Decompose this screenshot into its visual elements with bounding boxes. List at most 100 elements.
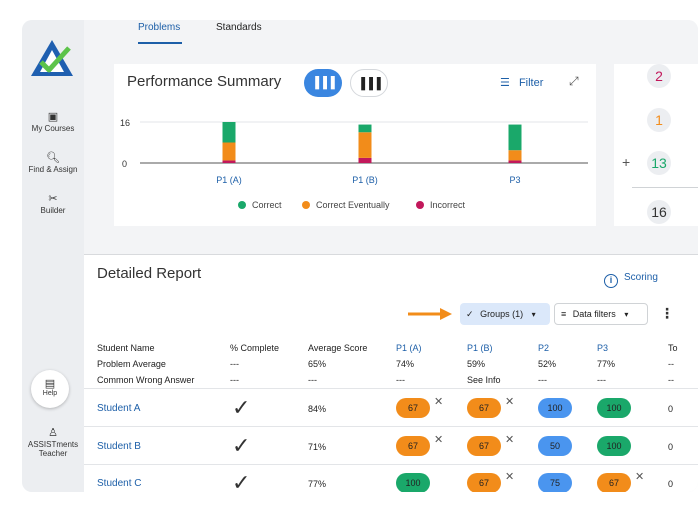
- complete-check-icon: ✓: [232, 433, 251, 458]
- complete-check-icon: ✓: [232, 395, 251, 420]
- score-pill[interactable]: 75: [538, 473, 572, 492]
- incorrect-count: 2: [647, 64, 671, 88]
- sidebar-item-builder[interactable]: ✂ Builder: [22, 192, 84, 215]
- y-tick-label: 0: [122, 159, 127, 169]
- report-tabs: Problems Standards: [84, 20, 698, 46]
- tab-standards[interactable]: Standards: [216, 22, 262, 33]
- student-average: 71%: [308, 442, 327, 452]
- header-p2[interactable]: P2: [538, 343, 550, 353]
- caret-down-icon: ▾: [531, 310, 536, 319]
- assistments-logo[interactable]: [29, 38, 75, 78]
- wrong-x-icon: ✕: [505, 471, 515, 483]
- x-tick-label: P3: [509, 175, 520, 185]
- score-pill[interactable]: 100: [597, 436, 631, 456]
- bar-segment-incorrect[interactable]: [508, 160, 522, 163]
- more-options-icon[interactable]: ⋮: [660, 305, 674, 321]
- bar-segment-correct[interactable]: [222, 122, 236, 143]
- score-pill[interactable]: 67: [396, 398, 430, 418]
- bar-segment-correct[interactable]: [508, 124, 522, 151]
- score-pill[interactable]: 67: [467, 473, 501, 492]
- wrong-x-icon: ✕: [505, 396, 515, 408]
- bar-chart-icon: ▐▐▐: [357, 78, 381, 90]
- help-book-icon: ▤: [44, 378, 56, 390]
- legend-item-incorrect: Incorrect: [416, 200, 465, 210]
- sidebar-item-find-assign[interactable]: 🔍︎ Find & Assign: [22, 151, 84, 174]
- x-tick-label: P1 (A): [216, 175, 242, 185]
- complete-check-icon: ✓: [232, 470, 251, 492]
- student-name-link[interactable]: Student B: [97, 441, 141, 452]
- problem-average-label: Problem Average: [97, 359, 166, 369]
- bar-segment-correct-eventually[interactable]: [508, 150, 522, 161]
- header-average[interactable]: Average Score: [308, 343, 368, 353]
- bar-segment-incorrect[interactable]: [358, 157, 372, 163]
- score-pill[interactable]: 67: [396, 436, 430, 456]
- header-complete[interactable]: % Complete: [230, 343, 280, 353]
- bar-segment-correct-eventually[interactable]: [222, 142, 236, 161]
- user-menu[interactable]: ♙ ASSISTments Teacher: [22, 426, 84, 458]
- eventually-count: 1: [647, 108, 671, 132]
- detailed-report-title: Detailed Report: [97, 265, 202, 282]
- score-pill[interactable]: 67: [597, 473, 631, 492]
- legend-item-correct: Correct: [238, 200, 282, 210]
- data-filters-button[interactable]: ≡ Data filters ▾: [554, 303, 648, 325]
- score-pill[interactable]: 67: [467, 398, 501, 418]
- filter-button[interactable]: ☰ Filter: [500, 76, 543, 89]
- header-p1b[interactable]: P1 (B): [467, 343, 493, 353]
- score-pill[interactable]: 100: [396, 473, 430, 492]
- user-role: Teacher: [38, 449, 68, 458]
- bar-chart-icon: ▐▐▐: [311, 77, 335, 89]
- row-divider: [84, 426, 698, 427]
- help-button[interactable]: ▤ Help: [31, 370, 69, 408]
- score-pill[interactable]: 50: [538, 436, 572, 456]
- tab-problems[interactable]: Problems: [138, 22, 181, 33]
- info-icon: i: [604, 274, 618, 288]
- expand-icon[interactable]: ⤢: [569, 74, 579, 88]
- plus-icon[interactable]: +: [622, 154, 631, 170]
- score-pill[interactable]: 100: [538, 398, 572, 418]
- wrong-x-icon: ✕: [635, 471, 645, 483]
- header-student-name[interactable]: Student Name: [97, 343, 155, 353]
- sidebar-item-label: Builder: [40, 206, 66, 215]
- performance-chart: 16 0 P1 (A) P1 (B) P3: [120, 118, 588, 185]
- main-content: Problems Standards Performance Summary ▐…: [84, 20, 698, 492]
- detailed-report: Detailed Report i Scoring ✓ Groups (1) ▾ …: [84, 254, 698, 492]
- counts-card: 2 1 + 13 16: [614, 64, 698, 226]
- groups-button[interactable]: ✓ Groups (1) ▾: [460, 303, 550, 325]
- score-pill[interactable]: 67: [467, 436, 501, 456]
- common-wrong-label: Common Wrong Answer: [97, 375, 195, 385]
- sidebar-item-my-courses[interactable]: ▣ My Courses: [22, 110, 84, 133]
- student-name-link[interactable]: Student A: [97, 403, 141, 414]
- bar-segment-correct-eventually[interactable]: [358, 132, 372, 158]
- grouped-chart-toggle[interactable]: ▐▐▐: [350, 69, 388, 97]
- common-wrong-value: ---: [396, 375, 405, 385]
- problem-average-value: 52%: [538, 359, 557, 369]
- scoring-button[interactable]: i Scoring: [604, 272, 658, 288]
- filter-icon: ☰: [500, 77, 510, 89]
- builder-icon: ✂: [48, 193, 58, 205]
- bar-segment-incorrect[interactable]: [222, 160, 236, 163]
- bar-segment-correct[interactable]: [358, 124, 372, 133]
- arrow-pointer-icon: [408, 308, 452, 320]
- total-count: 16: [647, 200, 671, 224]
- score-pill[interactable]: 100: [597, 398, 631, 418]
- filter-icon: ≡: [561, 309, 567, 319]
- student-total: 0: [668, 479, 674, 489]
- performance-summary-card: Performance Summary ▐▐▐ ▐▐▐ ☰ Filter ⤢ 1…: [114, 64, 596, 226]
- problem-average-value: ---: [230, 359, 239, 369]
- common-wrong-value: --: [668, 375, 674, 385]
- wrong-x-icon: ✕: [505, 434, 515, 446]
- header-p1a[interactable]: P1 (A): [396, 343, 422, 353]
- header-total[interactable]: To: [668, 343, 678, 353]
- student-total: 0: [668, 404, 674, 414]
- user-icon: ♙: [48, 427, 58, 439]
- header-p3[interactable]: P3: [597, 343, 609, 353]
- stacked-chart-toggle[interactable]: ▐▐▐: [304, 69, 342, 97]
- legend-item-correct-eventually: Correct Eventually: [302, 200, 390, 210]
- courses-icon: ▣: [47, 111, 59, 123]
- problem-average-value: 74%: [396, 359, 415, 369]
- active-tab-indicator: [138, 42, 182, 44]
- problem-average-value: 77%: [597, 359, 616, 369]
- see-info-link[interactable]: See Info: [467, 375, 501, 385]
- student-name-link[interactable]: Student C: [97, 478, 142, 489]
- legend-dot: [302, 201, 310, 209]
